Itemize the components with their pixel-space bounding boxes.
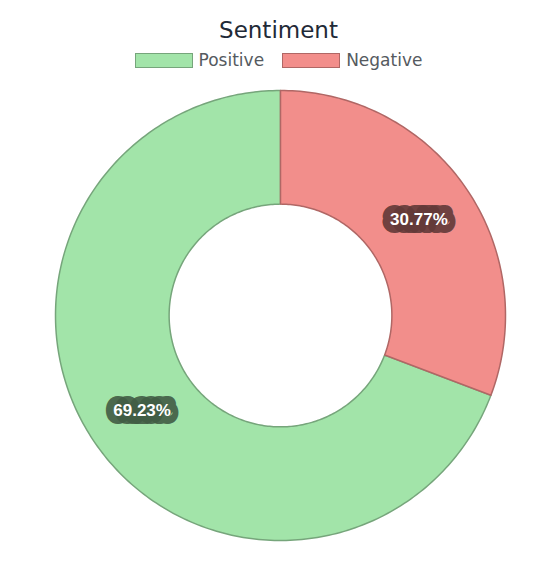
html-text:Negative: Negative	[346, 50, 423, 70]
svg-text:30.77%: 30.77%	[390, 210, 448, 229]
svg-text:69.23%: 69.23%	[113, 401, 171, 420]
html-text:Positive: Positive	[198, 50, 265, 70]
html-text:Sentiment: Sentiment	[219, 17, 338, 43]
